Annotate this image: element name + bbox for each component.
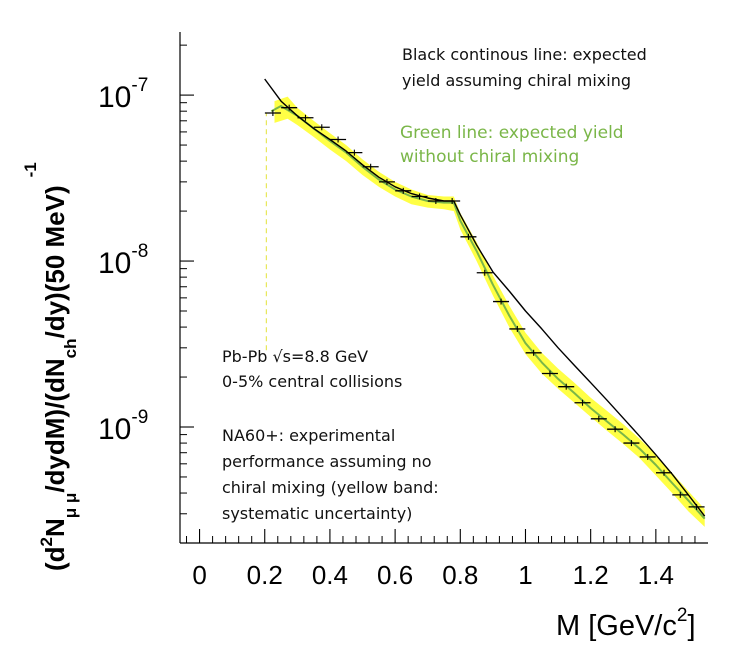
x-tick-label: 0.4 bbox=[312, 560, 348, 590]
data-point bbox=[281, 104, 298, 111]
y-tick-label: 10-9 bbox=[98, 407, 148, 446]
series-line-black bbox=[264, 78, 706, 517]
x-tick-label: 0.2 bbox=[247, 560, 283, 590]
data-point bbox=[395, 187, 412, 194]
data-point bbox=[444, 198, 461, 205]
na60-annotation-4: systematic uncertainty) bbox=[222, 504, 412, 523]
x-axis-label: M [GeV/c2] bbox=[556, 605, 696, 642]
x-tick-label: 1 bbox=[518, 560, 532, 590]
x-tick-label: 0 bbox=[192, 560, 206, 590]
data-point bbox=[590, 415, 607, 422]
collision-annotation-2: 0-5% central collisions bbox=[222, 372, 402, 391]
data-point bbox=[509, 325, 526, 332]
na60-annotation-1: NA60+: experimental bbox=[222, 426, 395, 445]
green-line-annotation-2: without chiral mixing bbox=[400, 147, 579, 167]
data-point bbox=[313, 124, 330, 131]
data-point bbox=[493, 298, 510, 305]
data-point bbox=[525, 349, 542, 356]
y-tick-label: 10-8 bbox=[98, 241, 148, 280]
green-line-annotation-1: Green line: expected yield bbox=[400, 123, 624, 143]
x-tick-label: 0.8 bbox=[442, 560, 478, 590]
na60-annotation-2: performance assuming no bbox=[222, 452, 432, 471]
data-point bbox=[460, 233, 477, 240]
data-point bbox=[558, 383, 575, 390]
data-point bbox=[476, 269, 493, 276]
black-line-annotation-1: Black continous line: expected bbox=[402, 45, 647, 64]
x-tick-labels: 0 0.2 0.4 0.6 0.8 1 1.2 1.4 bbox=[192, 560, 674, 590]
data-point bbox=[264, 110, 281, 117]
data-points bbox=[264, 104, 705, 510]
data-point bbox=[607, 426, 624, 433]
x-tick-label: 1.4 bbox=[638, 560, 674, 590]
data-point bbox=[623, 440, 640, 447]
data-point bbox=[362, 163, 379, 170]
axis-ticks bbox=[180, 44, 696, 544]
data-point bbox=[411, 193, 428, 200]
collision-annotation-1: Pb-Pb √s=8.8 GeV bbox=[222, 347, 368, 366]
x-tick-label: 1.2 bbox=[573, 560, 609, 590]
series-lines bbox=[264, 78, 706, 520]
annotations: Black continous line: expected yield ass… bbox=[222, 45, 647, 523]
data-point bbox=[672, 491, 689, 498]
data-point bbox=[688, 503, 705, 510]
black-line-annotation-2: yield assuming chiral mixing bbox=[402, 71, 631, 90]
data-point bbox=[346, 149, 363, 156]
y-tick-label: 10-7 bbox=[98, 75, 148, 114]
na60-annotation-3: chiral mixing (yellow band: bbox=[222, 478, 439, 497]
data-point bbox=[639, 453, 656, 460]
data-point bbox=[378, 178, 395, 185]
series-line-green bbox=[270, 105, 706, 520]
data-point bbox=[574, 399, 591, 406]
data-point bbox=[656, 469, 672, 476]
data-point bbox=[330, 136, 347, 143]
x-tick-label: 0.6 bbox=[377, 560, 413, 590]
y-axis-label: (d2Nμ μ/dydM)/(dNch/dy)(50 MeV)-1 bbox=[21, 162, 80, 571]
data-point bbox=[541, 370, 558, 377]
data-point bbox=[297, 114, 314, 121]
y-tick-labels: 10-7 10-8 10-9 bbox=[98, 75, 148, 446]
data-point bbox=[427, 198, 444, 205]
